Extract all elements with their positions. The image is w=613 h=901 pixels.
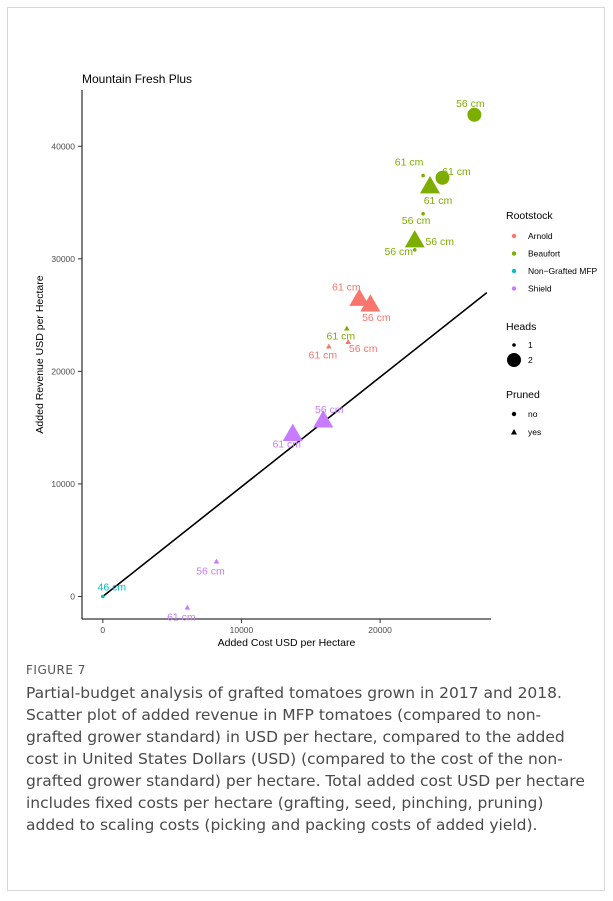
- point-label: 56 cm: [362, 312, 391, 324]
- point-label: 61 cm: [308, 350, 337, 362]
- reference-line: [102, 291, 488, 598]
- legend-swatch-rootstock: [511, 251, 517, 256]
- y-tick-label: 10000: [51, 479, 75, 489]
- legend-label-rootstock: Non−Grafted MFP: [528, 266, 598, 276]
- legend-label-pruned: yes: [528, 427, 541, 437]
- legend-title-pruned: Pruned: [506, 389, 540, 401]
- data-point: [404, 230, 425, 248]
- data-point: [184, 604, 191, 610]
- y-tick-label: 40000: [51, 141, 75, 151]
- legend-title-heads: Heads: [506, 321, 536, 333]
- legend-label-rootstock: Arnold: [528, 231, 553, 241]
- data-point: [349, 288, 370, 306]
- y-tick-label: 30000: [51, 254, 75, 264]
- data-point: [344, 325, 350, 331]
- legend-label-pruned: no: [528, 409, 538, 419]
- y-tick-label: 0: [70, 591, 75, 601]
- data-point: [213, 558, 220, 564]
- legend-swatch-pruned: [511, 429, 517, 435]
- point-label: 61 cm: [442, 166, 471, 178]
- point-label: 56 cm: [402, 215, 431, 227]
- point-label: 61 cm: [395, 157, 424, 169]
- figure-frame: [7, 7, 605, 891]
- data-point: [100, 594, 105, 599]
- y-tick-label: 20000: [51, 366, 75, 376]
- legend-label-rootstock: Shield: [528, 284, 552, 294]
- data-point: [360, 294, 381, 312]
- x-axis-label: Added Cost USD per Hectare: [218, 637, 356, 649]
- data-point: [313, 410, 334, 428]
- point-label: 61 cm: [424, 195, 453, 207]
- x-tick-label: 10000: [230, 625, 254, 635]
- figure-caption: FIGURE 7 Partial-budget analysis of graf…: [26, 663, 592, 836]
- point-label: 56 cm: [384, 246, 413, 258]
- chart-title: Mountain Fresh Plus: [82, 72, 192, 86]
- x-tick-label: 20000: [368, 625, 392, 635]
- legend-label-rootstock: Beaufort: [528, 249, 561, 259]
- point-label: 56 cm: [456, 98, 485, 110]
- y-axis-label: Added Revenue USD per Hectare: [34, 275, 46, 433]
- legend-label-heads: 1: [528, 340, 533, 350]
- figure-label: FIGURE 7: [26, 663, 86, 677]
- data-point: [345, 339, 351, 344]
- legend-swatch-pruned: [511, 411, 517, 417]
- legend-swatch-rootstock: [511, 233, 517, 239]
- point-label: 61 cm: [332, 281, 361, 293]
- point-label: 61 cm: [272, 438, 301, 450]
- point-label: 56 cm: [349, 343, 378, 355]
- legend-swatch-heads: [507, 353, 521, 367]
- point-label: 61 cm: [327, 331, 356, 343]
- x-tick-label: 0: [100, 625, 105, 635]
- figure-caption-text: Partial-budget analysis of grafted tomat…: [26, 684, 585, 834]
- legend-swatch-rootstock: [511, 286, 517, 291]
- scatter-chart: Mountain Fresh Plus 0 10000 20000 0 10000 2000…: [34, 72, 598, 649]
- point-label: 61 cm: [167, 612, 196, 624]
- data-point: [325, 343, 332, 349]
- data-point: [421, 212, 425, 216]
- legend-swatch-rootstock: [511, 268, 517, 274]
- point-label: 56 cm: [196, 566, 225, 578]
- legend-title-rootstock: Rootstock: [506, 210, 553, 222]
- data-point: [419, 176, 440, 194]
- point-label: 56 cm: [315, 404, 344, 416]
- data-point: [467, 107, 482, 122]
- data-point: [412, 248, 417, 252]
- data-point: [282, 423, 303, 441]
- data-point: [421, 173, 425, 178]
- point-label: 46 cm: [97, 581, 126, 593]
- legend-swatch-heads: [512, 343, 516, 347]
- legend-label-heads: 2: [528, 355, 533, 365]
- point-label: 56 cm: [425, 236, 454, 248]
- data-point: [435, 170, 450, 185]
